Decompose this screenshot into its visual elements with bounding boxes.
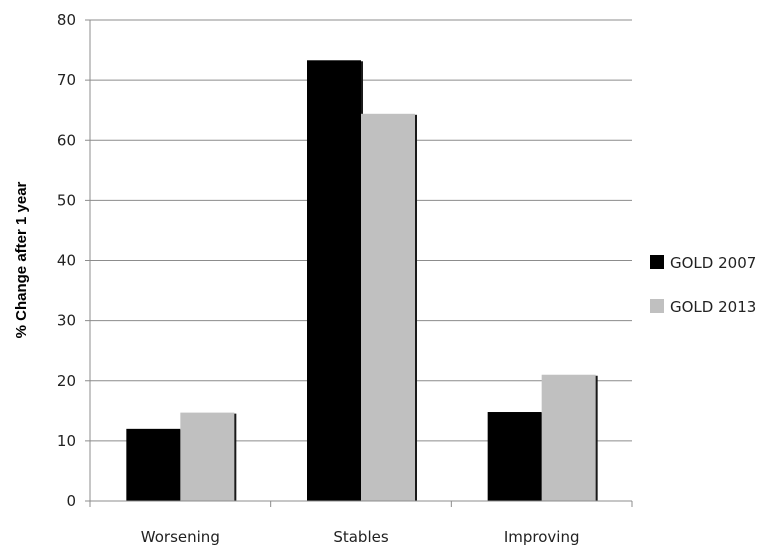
bars <box>126 60 598 502</box>
y-tick-label: 80 <box>57 11 76 29</box>
y-tick-label: 60 <box>57 131 76 149</box>
legend: GOLD 2007 GOLD 2013 <box>650 254 756 316</box>
bar-gold-2013-worsening <box>180 412 235 501</box>
legend-swatch <box>650 299 664 313</box>
bar-gold-2013-improving <box>541 374 596 501</box>
legend-label: GOLD 2013 <box>670 298 756 316</box>
y-tick-label: 50 <box>57 191 76 209</box>
legend-label: GOLD 2007 <box>670 254 756 272</box>
bar-gold-2007-stables <box>307 60 361 501</box>
legend-swatch <box>650 255 664 269</box>
x-tick-label: Worsening <box>141 528 220 546</box>
y-tick-label: 40 <box>57 252 76 270</box>
y-tick-label: 0 <box>66 492 76 510</box>
bar-gold-2007-improving <box>487 412 542 501</box>
y-axis-label: % Change after 1 year <box>13 181 30 338</box>
y-tick-label: 10 <box>57 432 76 450</box>
x-tick-label: Stables <box>333 528 389 546</box>
bar-gold-2007-worsening <box>126 428 181 501</box>
y-tick-label: 30 <box>57 312 76 330</box>
x-tick-label: Improving <box>504 528 580 546</box>
y-tick-label: 70 <box>57 71 76 89</box>
y-tick-label: 20 <box>57 372 76 390</box>
y-axis-ticks: 0 10 20 30 40 50 60 70 80 <box>57 11 90 510</box>
x-axis-ticks: Worsening Stables Improving <box>89 501 633 546</box>
bar-gold-2013-stables <box>361 113 415 502</box>
axes <box>89 20 632 502</box>
